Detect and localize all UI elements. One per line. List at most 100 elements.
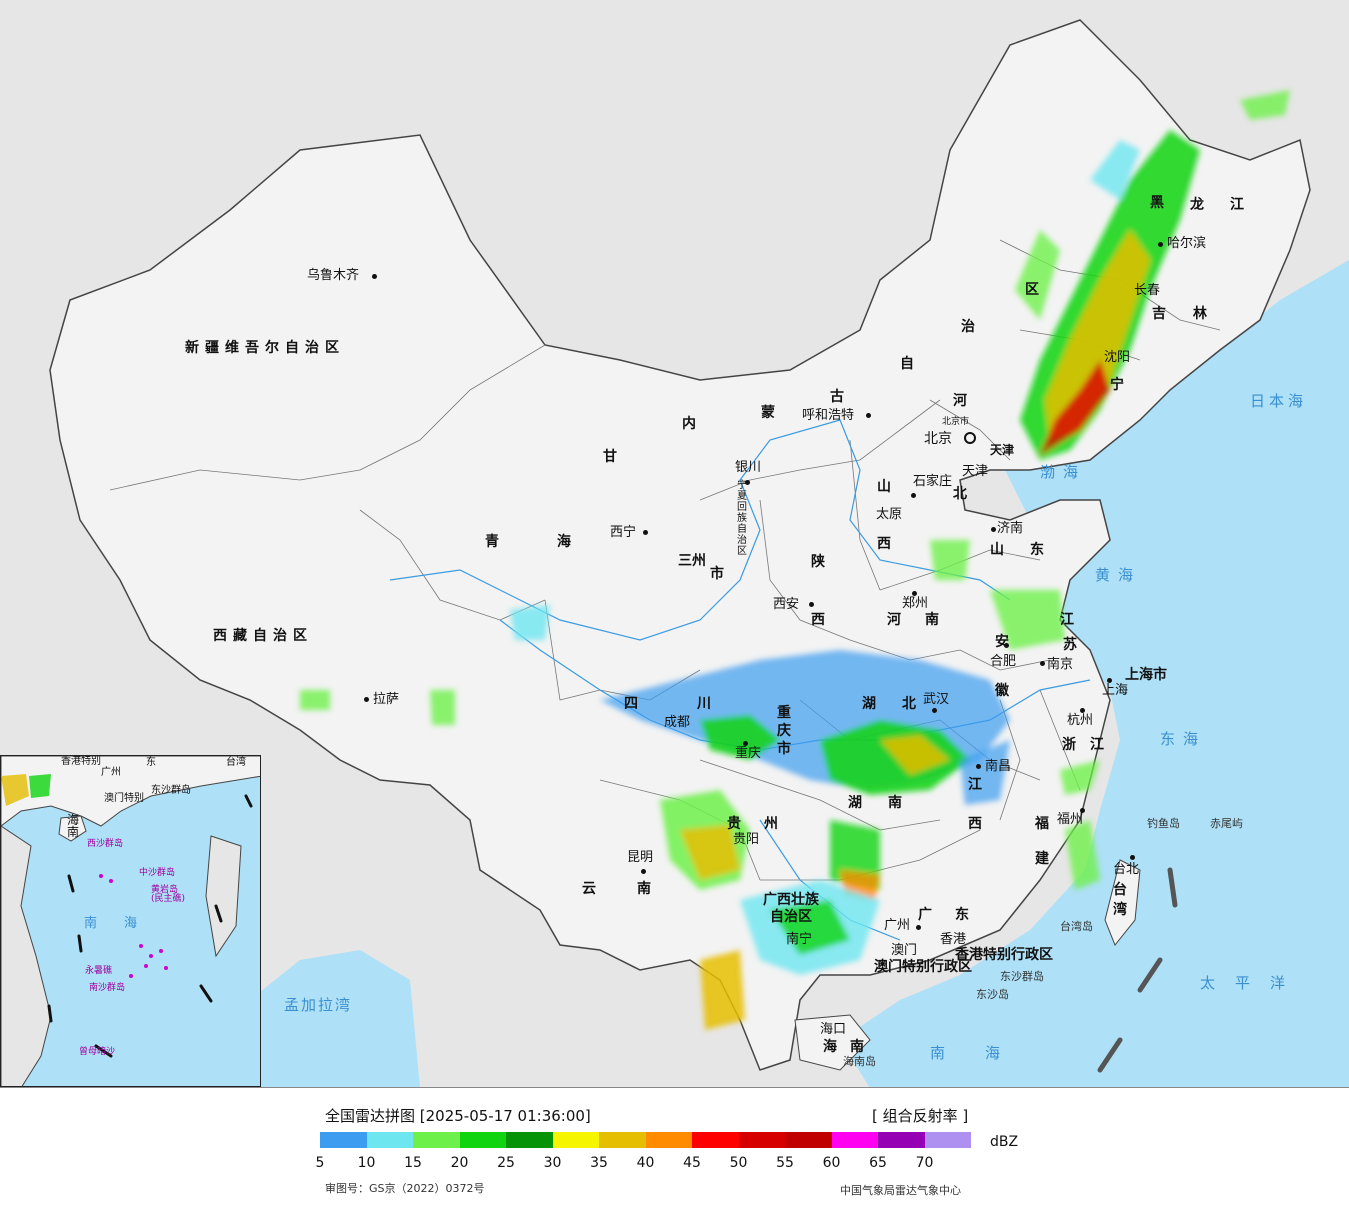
province-shanxi-1: 山 xyxy=(877,479,891,495)
island-hainandao: 海南岛 xyxy=(843,1055,876,1068)
city-dot xyxy=(372,274,377,279)
city-nanjing: 南京 xyxy=(1047,657,1074,672)
city-dot xyxy=(911,493,916,498)
province-hk: 香港特别行政区 xyxy=(955,947,1053,963)
province-yn-1: 云 xyxy=(582,881,596,897)
province-js-2: 苏 xyxy=(1063,637,1077,653)
city-shijiazhuang: 石家庄 xyxy=(913,474,953,489)
legend-tick-label: 65 xyxy=(869,1155,887,1171)
city-dot xyxy=(912,591,917,596)
radar-map[interactable]: 新疆维吾尔自治区 西藏自治区 青 海 甘 内 蒙 古 自 治 区 黑 龙 江 吉… xyxy=(0,0,1349,1088)
city-dot xyxy=(1158,242,1163,247)
legend-panel: 全国雷达拼图 [2025-05-17 01:36:00] [ 组合反射率 ] d… xyxy=(0,1088,1349,1208)
province-tw-1: 台 xyxy=(1113,882,1127,898)
province-nm-1: 内 xyxy=(682,416,696,432)
city-dot xyxy=(809,602,814,607)
province-hlj-2: 龙 xyxy=(1190,197,1204,213)
province-hubei-1: 湖 xyxy=(862,696,876,712)
color-swatch xyxy=(506,1132,553,1148)
inset-zengmu: 曾母暗沙 xyxy=(79,1047,116,1057)
island-dongsha: 东沙群岛 xyxy=(1000,970,1044,983)
city-xining: 西宁 xyxy=(610,525,637,540)
city-dot xyxy=(932,708,937,713)
province-sd-2: 东 xyxy=(1030,542,1044,558)
city-dot xyxy=(643,530,648,535)
province-cq-2: 庆 xyxy=(777,723,791,739)
city-tianjin: 天津 xyxy=(962,464,989,479)
island-dongshadao: 东沙岛 xyxy=(976,988,1009,1001)
province-js-1: 江 xyxy=(1060,612,1074,628)
city-hangzhou: 杭州 xyxy=(1067,713,1094,728)
province-ah-2: 徽 xyxy=(995,683,1009,699)
city-guangzhou: 广州 xyxy=(884,918,911,933)
city-dot xyxy=(641,869,646,874)
city-xian: 西安 xyxy=(773,597,800,612)
province-zj-2: 江 xyxy=(1090,737,1104,753)
province-zj-1: 浙 xyxy=(1062,737,1076,753)
inset-hainan-1: 海 xyxy=(67,813,80,827)
color-swatch xyxy=(320,1132,367,1148)
sea-japan: 日本海 xyxy=(1250,392,1308,410)
city-guiyang: 贵阳 xyxy=(733,832,760,847)
taiwan-island xyxy=(1104,859,1141,946)
province-beijing: 北京市 xyxy=(942,417,970,427)
color-swatch xyxy=(645,1132,692,1148)
city-taibei: 台北 xyxy=(1113,862,1140,877)
legend-tick-label: 55 xyxy=(776,1155,794,1171)
province-mo: 澳门特别行政区 xyxy=(874,959,972,975)
province-hunan-2: 南 xyxy=(888,795,902,811)
color-swatch xyxy=(692,1132,739,1148)
sea-east: 东海 xyxy=(1160,730,1207,748)
province-nm-2: 蒙 xyxy=(761,405,775,421)
city-dot xyxy=(1080,808,1085,813)
province-sc-2: 川 xyxy=(697,696,711,712)
province-gd-2: 东 xyxy=(955,907,969,923)
legend-tick-label: 5 xyxy=(315,1155,325,1171)
province-hebei-1: 河 xyxy=(953,393,967,409)
inset-dashes xyxy=(47,794,253,1058)
legend-tick-label: 15 xyxy=(404,1155,422,1171)
city-dot xyxy=(991,527,996,532)
city-hohhot: 呼和浩特 xyxy=(802,408,855,423)
city-dot xyxy=(1004,643,1009,648)
legend-tick-label: 60 xyxy=(822,1155,841,1171)
province-gd-1: 广 xyxy=(918,907,932,923)
color-swatch xyxy=(831,1132,878,1148)
inset-yongshu: 永暑礁 xyxy=(85,966,113,976)
province-gx-1: 广西壮族 xyxy=(763,892,819,908)
province-qinghai-2: 海 xyxy=(557,534,571,550)
province-fj-1: 福 xyxy=(1035,816,1049,832)
legend-tick-label: 35 xyxy=(590,1155,608,1171)
province-ningxia: 宁夏回族自治区 xyxy=(737,480,747,557)
japan-sea xyxy=(1170,340,1349,470)
inset-hk: 香港特别 xyxy=(61,756,101,767)
city-nanchang: 南昌 xyxy=(985,759,1012,774)
sea-bohai: 渤海 xyxy=(1040,463,1087,481)
inset-hainan xyxy=(58,815,87,842)
color-swatch xyxy=(878,1132,925,1148)
province-shanxi-2: 西 xyxy=(877,536,891,552)
city-chongqing: 重庆 xyxy=(735,746,762,761)
city-dot xyxy=(364,697,369,702)
province-qinghai-1: 青 xyxy=(485,534,499,550)
city-dot xyxy=(1080,708,1085,713)
city-macau: 澳门 xyxy=(891,943,918,958)
province-sc-1: 四 xyxy=(624,696,638,712)
city-dot xyxy=(976,764,981,769)
city-beijing: 北京 xyxy=(924,431,952,447)
province-xizang: 西藏自治区 xyxy=(213,628,313,644)
inset-mo: 澳门特别 xyxy=(104,793,144,804)
city-shenyang: 沈阳 xyxy=(1104,350,1131,365)
inset-huangyan: 黄岩岛 (民主礁) xyxy=(151,885,186,904)
city-hefei: 合肥 xyxy=(990,654,1017,669)
sea-south: 南海 xyxy=(930,1044,1041,1062)
inset-nansha: 南沙群岛 xyxy=(89,983,126,993)
inset-land xyxy=(1,756,260,827)
city-yinchuan: 银川 xyxy=(735,460,762,475)
sea-yellow: 黄海 xyxy=(1095,566,1142,584)
province-nm-3: 古 xyxy=(830,389,844,405)
legend-title: 全国雷达拼图 [2025-05-17 01:36:00] xyxy=(325,1107,591,1125)
city-changchun: 长春 xyxy=(1134,283,1161,298)
province-nm-4: 自 xyxy=(900,356,914,372)
legend-tick-label: 70 xyxy=(915,1155,934,1171)
